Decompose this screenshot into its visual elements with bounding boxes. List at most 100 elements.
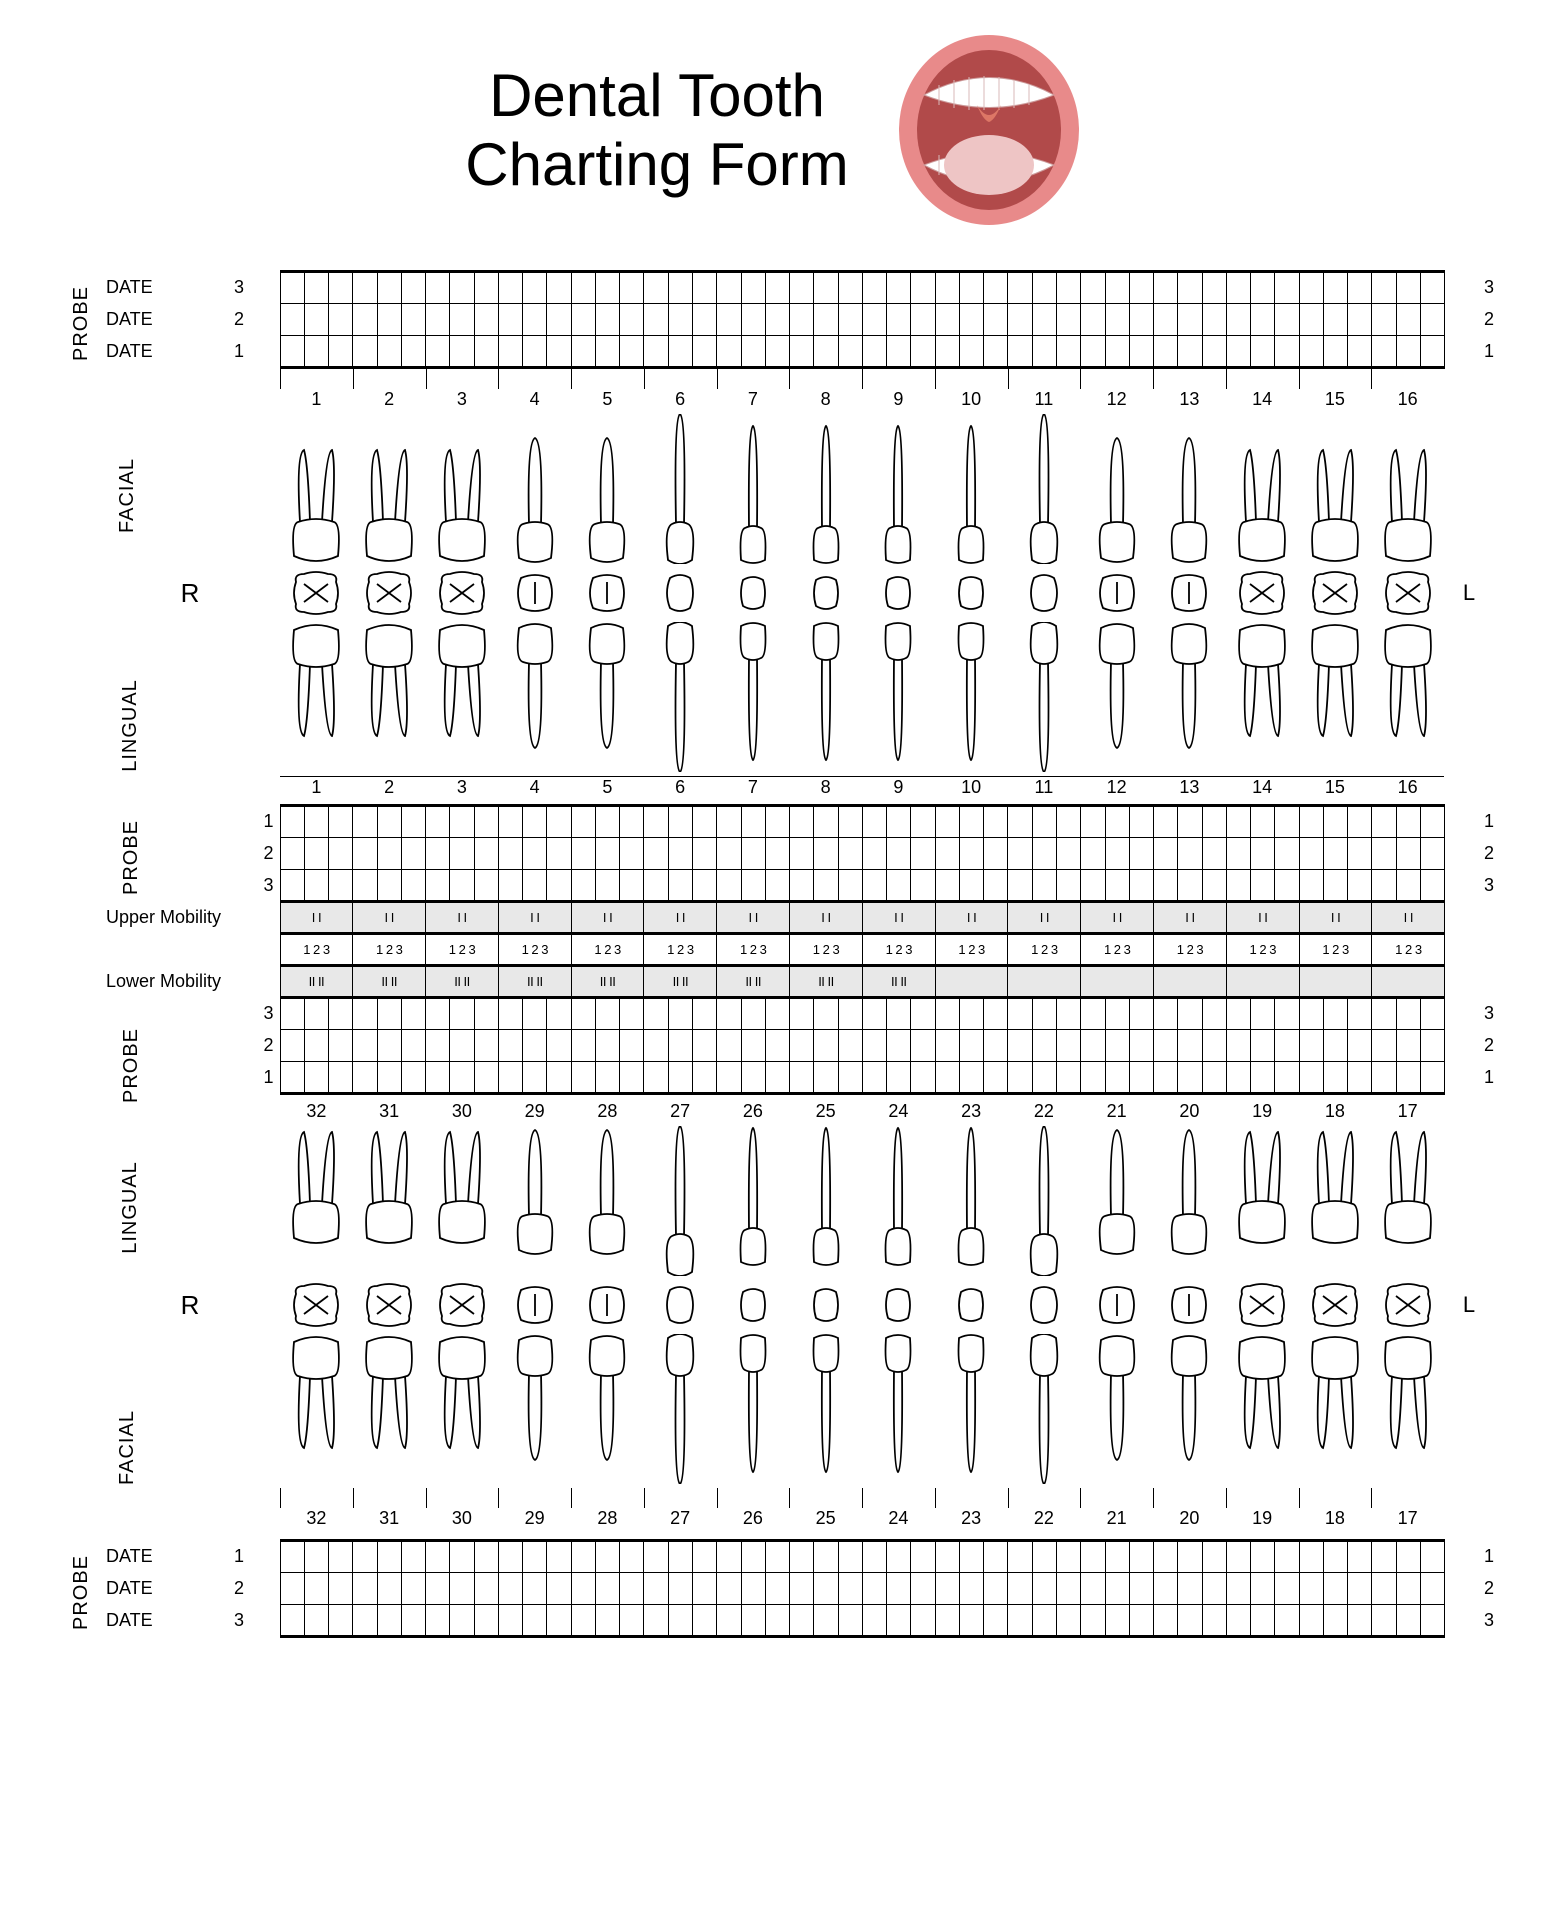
probe-cell[interactable]: [1251, 304, 1275, 336]
probe-cell[interactable]: [1226, 336, 1250, 368]
probe-cell[interactable]: [911, 1605, 935, 1637]
lower-mobility-cell[interactable]: II II: [498, 966, 571, 998]
probe-cell[interactable]: [1202, 1541, 1226, 1573]
grid-cell[interactable]: [353, 1062, 377, 1094]
grid-cell[interactable]: [1372, 838, 1396, 870]
grid-cell[interactable]: [1178, 870, 1202, 902]
lower-mobility-cell[interactable]: [1154, 966, 1227, 998]
probe-cell[interactable]: [862, 1573, 886, 1605]
grid-cell[interactable]: [620, 998, 644, 1030]
probe-cell[interactable]: [1178, 1605, 1202, 1637]
probe-cell[interactable]: [1202, 304, 1226, 336]
probe-cell[interactable]: [280, 1605, 304, 1637]
probe-cell[interactable]: [814, 304, 838, 336]
grid-cell[interactable]: [1202, 1030, 1226, 1062]
probe-cell[interactable]: [620, 304, 644, 336]
probe-cell[interactable]: [329, 1541, 353, 1573]
grid-cell[interactable]: [717, 998, 741, 1030]
upper-mobility-cell[interactable]: I I: [1299, 902, 1372, 934]
grid-cell[interactable]: [280, 1030, 304, 1062]
probe-cell[interactable]: [329, 304, 353, 336]
probe-cell[interactable]: [1396, 304, 1420, 336]
grid-cell[interactable]: [474, 870, 498, 902]
grid-cell[interactable]: [1105, 838, 1129, 870]
grid-cell[interactable]: [741, 998, 765, 1030]
probe-cell[interactable]: [911, 272, 935, 304]
grid-cell[interactable]: [790, 806, 814, 838]
probe-cell[interactable]: [304, 1573, 328, 1605]
probe-cell[interactable]: [401, 1573, 425, 1605]
probe-cell[interactable]: [1420, 336, 1444, 368]
probe-cell[interactable]: [838, 1605, 862, 1637]
grid-cell[interactable]: [401, 806, 425, 838]
grid-cell[interactable]: [984, 1062, 1008, 1094]
probe-cell[interactable]: [644, 336, 668, 368]
probe-cell[interactable]: [280, 304, 304, 336]
probe-cell[interactable]: [1323, 1573, 1347, 1605]
grid-cell[interactable]: [984, 806, 1008, 838]
grid-cell[interactable]: [1275, 870, 1299, 902]
probe-cell[interactable]: [1105, 1605, 1129, 1637]
mobility-123-cell[interactable]: 1 2 3: [717, 934, 790, 966]
grid-cell[interactable]: [814, 998, 838, 1030]
grid-cell[interactable]: [1348, 998, 1372, 1030]
probe-cell[interactable]: [1275, 304, 1299, 336]
grid-cell[interactable]: [814, 1030, 838, 1062]
probe-cell[interactable]: [474, 272, 498, 304]
grid-cell[interactable]: [280, 870, 304, 902]
grid-cell[interactable]: [498, 1062, 522, 1094]
probe-cell[interactable]: [741, 1573, 765, 1605]
probe-cell[interactable]: [741, 304, 765, 336]
probe-cell[interactable]: [668, 1573, 692, 1605]
probe-cell[interactable]: [790, 1605, 814, 1637]
upper-mobility-cell[interactable]: I I: [717, 902, 790, 934]
probe-cell[interactable]: [1154, 1541, 1178, 1573]
grid-cell[interactable]: [838, 998, 862, 1030]
probe-cell[interactable]: [911, 336, 935, 368]
grid-cell[interactable]: [838, 806, 862, 838]
probe-cell[interactable]: [304, 336, 328, 368]
probe-cell[interactable]: [765, 272, 789, 304]
probe-cell[interactable]: [523, 1573, 547, 1605]
grid-cell[interactable]: [329, 838, 353, 870]
grid-cell[interactable]: [790, 998, 814, 1030]
probe-cell[interactable]: [595, 304, 619, 336]
probe-cell[interactable]: [765, 1605, 789, 1637]
probe-cell[interactable]: [1032, 1541, 1056, 1573]
grid-cell[interactable]: [304, 998, 328, 1030]
grid-cell[interactable]: [1396, 1062, 1420, 1094]
probe-cell[interactable]: [498, 1541, 522, 1573]
grid-cell[interactable]: [426, 1062, 450, 1094]
probe-cell[interactable]: [1081, 272, 1105, 304]
grid-cell[interactable]: [717, 1030, 741, 1062]
probe-cell[interactable]: [1251, 336, 1275, 368]
probe-cell[interactable]: [693, 1541, 717, 1573]
grid-cell[interactable]: [1226, 870, 1250, 902]
grid-cell[interactable]: [280, 806, 304, 838]
probe-cell[interactable]: [644, 1541, 668, 1573]
lower-mobility-cell[interactable]: II II: [280, 966, 353, 998]
grid-cell[interactable]: [595, 1062, 619, 1094]
grid-cell[interactable]: [1154, 806, 1178, 838]
probe-cell[interactable]: [765, 1541, 789, 1573]
grid-cell[interactable]: [887, 806, 911, 838]
probe-cell[interactable]: [1008, 1573, 1032, 1605]
grid-cell[interactable]: [595, 998, 619, 1030]
probe-cell[interactable]: [741, 272, 765, 304]
probe-cell[interactable]: [1008, 304, 1032, 336]
probe-cell[interactable]: [1299, 1605, 1323, 1637]
lower-mobility-cell[interactable]: [1226, 966, 1299, 998]
probe-cell[interactable]: [353, 1541, 377, 1573]
grid-cell[interactable]: [304, 1030, 328, 1062]
grid-cell[interactable]: [280, 1062, 304, 1094]
probe-cell[interactable]: [1275, 1573, 1299, 1605]
upper-mobility-cell[interactable]: I I: [353, 902, 426, 934]
grid-cell[interactable]: [838, 870, 862, 902]
upper-mobility-cell[interactable]: I I: [426, 902, 499, 934]
upper-mobility-cell[interactable]: I I: [1226, 902, 1299, 934]
grid-cell[interactable]: [790, 1062, 814, 1094]
probe-cell[interactable]: [304, 1605, 328, 1637]
grid-cell[interactable]: [668, 1030, 692, 1062]
grid-cell[interactable]: [595, 838, 619, 870]
grid-cell[interactable]: [280, 998, 304, 1030]
